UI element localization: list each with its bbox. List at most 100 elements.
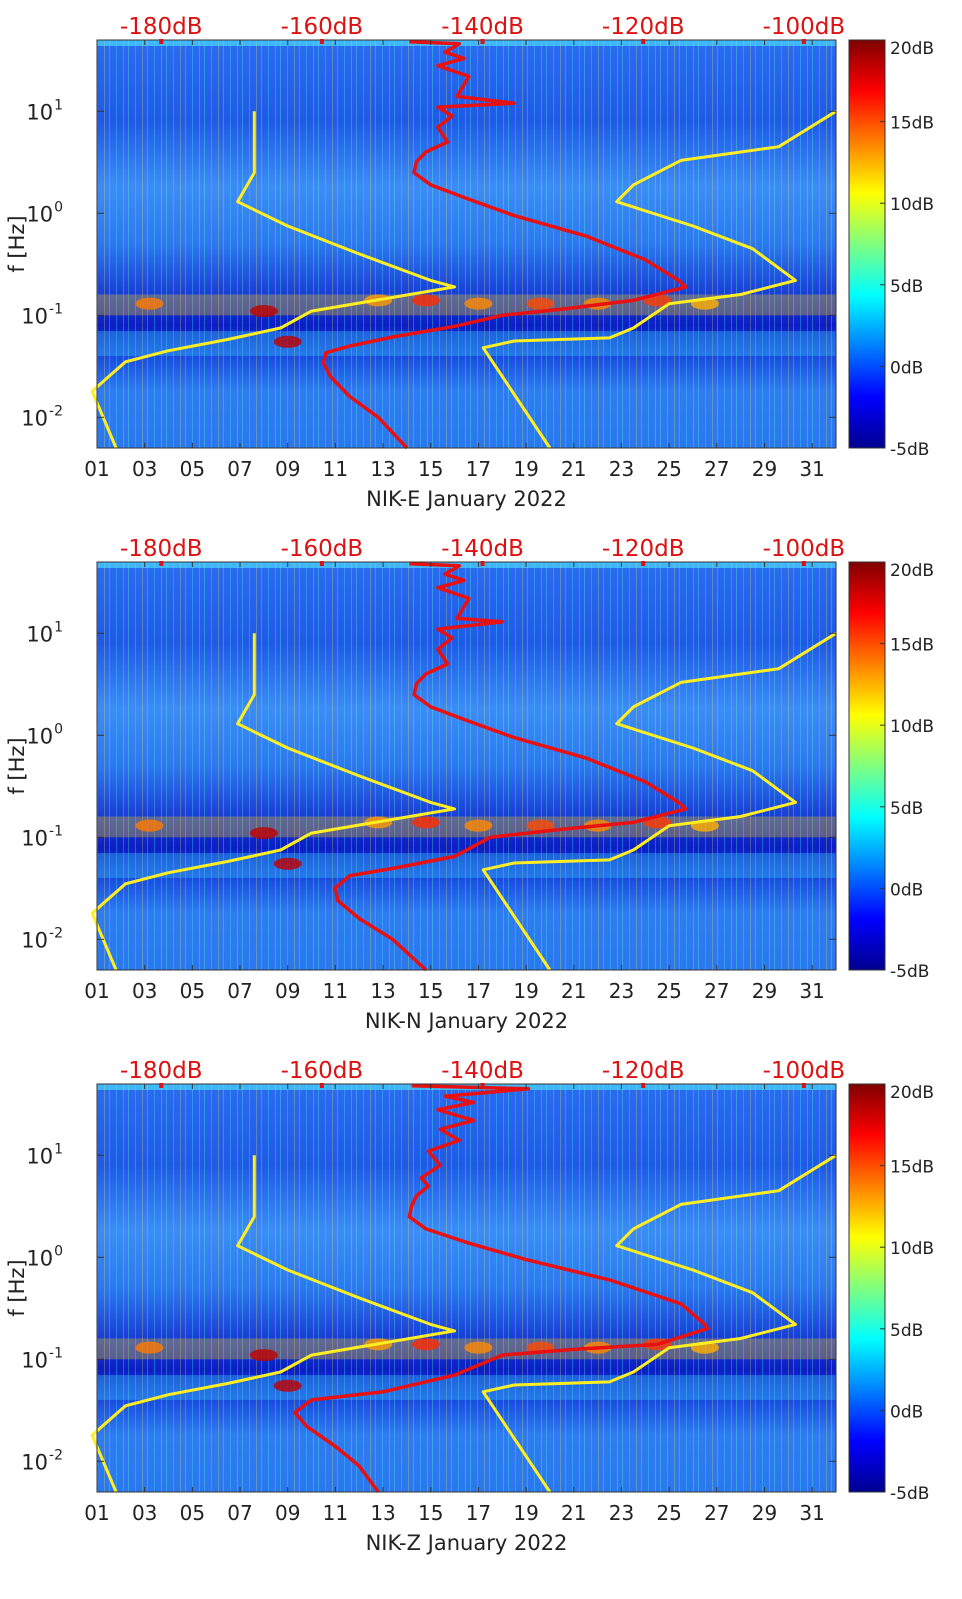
x-tick-label: 23 xyxy=(609,1501,634,1525)
x-tick-label: 05 xyxy=(180,1501,205,1525)
colorbar-tick-label: 15dB xyxy=(890,636,934,656)
x-tick-label: 25 xyxy=(656,457,681,481)
y-tick-label: 100 xyxy=(26,721,63,748)
y-tick-exponent: 1 xyxy=(54,619,63,635)
y-tick-exponent: -1 xyxy=(49,823,63,839)
colorbar xyxy=(848,561,886,971)
y-axis-label: f [Hz] xyxy=(5,215,29,272)
plot-frame xyxy=(96,39,837,449)
top-noise-strip xyxy=(97,562,836,568)
y-tick-label: 101 xyxy=(26,1141,63,1168)
storm-blob xyxy=(249,1349,278,1362)
x-tick-label: 05 xyxy=(180,979,205,1003)
storm-blob xyxy=(464,1341,493,1354)
colorbar-tick-label: 0dB xyxy=(890,880,923,900)
storm-blob xyxy=(464,819,493,832)
spectrogram-texture xyxy=(97,40,836,448)
secondary-band xyxy=(97,1375,836,1400)
y-tick-exponent: -2 xyxy=(49,925,63,941)
top-db-tick-label: -160dB xyxy=(281,14,364,40)
colorbar-tick-label: 5dB xyxy=(890,799,923,819)
y-tick-label: 10-2 xyxy=(21,403,63,430)
x-axis-label: NIK-E January 2022 xyxy=(366,487,567,511)
x-tick-label: 21 xyxy=(561,1501,586,1525)
x-tick-label: 17 xyxy=(466,1501,491,1525)
x-tick-label: 01 xyxy=(84,1501,109,1525)
storm-blob xyxy=(135,819,164,832)
x-tick-label: 29 xyxy=(752,457,777,481)
x-tick-label: 09 xyxy=(275,979,300,1003)
top-db-tick-label: -100dB xyxy=(763,1058,846,1084)
x-tick-label: 09 xyxy=(275,457,300,481)
x-tick-label: 19 xyxy=(513,1501,538,1525)
y-tick-label: 10-2 xyxy=(21,925,63,952)
y-tick-label: 10-1 xyxy=(21,1345,63,1372)
x-tick-label: 01 xyxy=(84,457,109,481)
storm-blob xyxy=(273,857,302,870)
x-tick-label: 13 xyxy=(370,1501,395,1525)
top-db-tick-label: -100dB xyxy=(763,536,846,562)
y-tick-exponent: 0 xyxy=(54,721,63,737)
x-tick-label: 25 xyxy=(656,979,681,1003)
top-db-tick-label: -160dB xyxy=(281,536,364,562)
storm-blob xyxy=(411,1338,440,1351)
x-tick-label: 23 xyxy=(609,457,634,481)
top-db-tick-label: -100dB xyxy=(763,14,846,40)
storm-blob xyxy=(464,297,493,310)
x-tick-label: 13 xyxy=(370,979,395,1003)
y-tick-exponent: 1 xyxy=(54,1141,63,1157)
x-tick-label: 01 xyxy=(84,979,109,1003)
top-db-tick-label: -120dB xyxy=(602,536,685,562)
storm-blob xyxy=(526,297,555,310)
y-tick-label: 10-2 xyxy=(21,1447,63,1474)
secondary-band xyxy=(97,853,836,878)
x-tick-label: 07 xyxy=(227,457,252,481)
y-tick-label: 100 xyxy=(26,199,63,226)
x-tick-label: 09 xyxy=(275,1501,300,1525)
x-tick-label: 15 xyxy=(418,457,443,481)
y-axis-label: f [Hz] xyxy=(5,1259,29,1316)
y-axis-label: f [Hz] xyxy=(5,737,29,794)
colorbar-tick-label: 20dB xyxy=(890,1083,934,1103)
x-tick-label: 29 xyxy=(752,979,777,1003)
x-tick-label: 27 xyxy=(704,1501,729,1525)
colorbar-tick-label: 10dB xyxy=(890,1239,934,1259)
storm-blob xyxy=(249,305,278,318)
x-tick-label: 17 xyxy=(466,457,491,481)
top-db-tick-label: -120dB xyxy=(602,14,685,40)
colorbar-tick-label: 20dB xyxy=(890,39,934,59)
psd-median-line xyxy=(293,1084,710,1494)
colorbar-tick-label: 0dB xyxy=(890,1402,923,1422)
psd-median-line xyxy=(321,40,688,450)
y-tick-exponent: -2 xyxy=(49,1447,63,1463)
storm-blob xyxy=(135,297,164,310)
top-db-tick-label: -140dB xyxy=(441,1058,524,1084)
x-tick-label: 03 xyxy=(132,457,157,481)
x-tick-label: 19 xyxy=(513,457,538,481)
y-tick-exponent: 1 xyxy=(54,97,63,113)
x-tick-label: 29 xyxy=(752,1501,777,1525)
colorbar-tick-label: -5dB xyxy=(890,1484,929,1504)
x-axis-label: NIK-N January 2022 xyxy=(365,1009,568,1033)
storm-blob xyxy=(411,816,440,829)
x-tick-label: 11 xyxy=(323,1501,348,1525)
x-tick-label: 11 xyxy=(323,457,348,481)
top-db-tick-label: -140dB xyxy=(441,536,524,562)
x-tick-label: 15 xyxy=(418,979,443,1003)
noise-model-high-line xyxy=(481,632,837,971)
storm-blob xyxy=(526,819,555,832)
x-tick-label: 11 xyxy=(323,979,348,1003)
x-tick-label: 19 xyxy=(513,979,538,1003)
x-axis-label: NIK-Z January 2022 xyxy=(366,1531,568,1555)
colorbar-tick-label: 10dB xyxy=(890,195,934,215)
x-tick-label: 17 xyxy=(466,979,491,1003)
y-tick-exponent: -1 xyxy=(49,301,63,317)
storm-blob xyxy=(273,335,302,348)
y-tick-label: 10-1 xyxy=(21,301,63,328)
y-tick-label: 10-1 xyxy=(21,823,63,850)
top-db-tick-label: -180dB xyxy=(120,14,203,40)
noise-model-low-line xyxy=(90,633,457,971)
plot-frame xyxy=(96,561,837,971)
